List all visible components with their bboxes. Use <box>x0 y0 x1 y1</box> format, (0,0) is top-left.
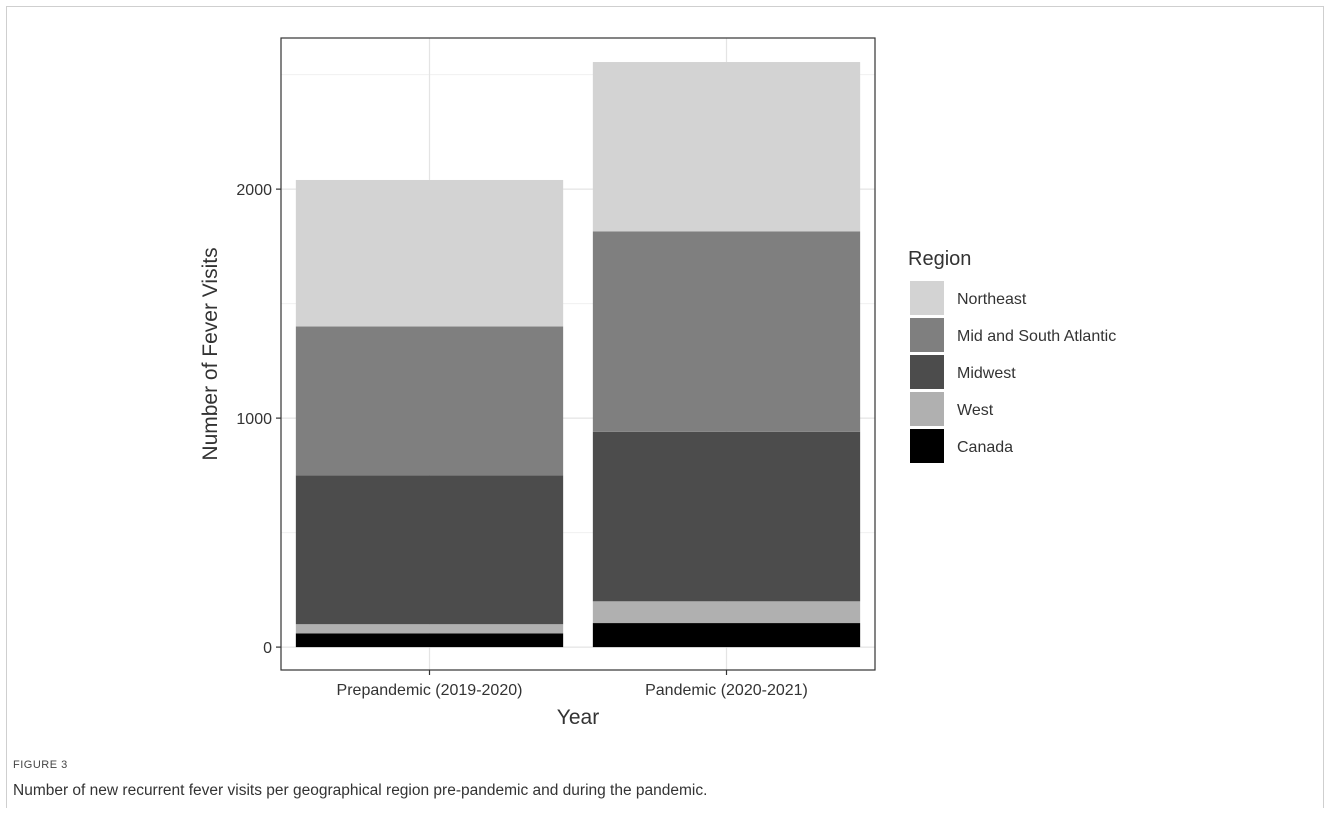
legend-label: Midwest <box>957 365 1016 382</box>
x-axis-title: Year <box>557 706 599 729</box>
bar-segment-mid-and-south-atlantic <box>592 231 861 432</box>
plot-panel <box>280 37 876 671</box>
y-tick-label: 2000 <box>236 182 272 199</box>
legend-key <box>910 355 944 389</box>
figure-label: FIGURE 3 <box>13 759 68 771</box>
bar-segment-northeast <box>592 62 861 232</box>
legend-key <box>910 318 944 352</box>
figure-frame <box>6 6 1324 808</box>
y-axis-title: Number of Fever Visits <box>199 247 222 460</box>
x-axis: Prepandemic (2019-2020) Pandemic (2020-20… <box>337 670 808 699</box>
figure-caption: Number of new recurrent fever visits per… <box>13 782 708 799</box>
bar-segment-west <box>295 624 564 634</box>
bar-segment-northeast <box>295 179 564 327</box>
legend-label: Canada <box>957 439 1013 456</box>
plot-border <box>280 37 876 671</box>
legend-key <box>910 392 944 426</box>
legend-label: Northeast <box>957 291 1027 308</box>
bar-segment-mid-and-south-atlantic <box>295 326 564 476</box>
legend-key <box>910 281 944 315</box>
y-axis: 0 1000 2000 <box>236 182 281 657</box>
bar-segment-midwest <box>592 431 861 602</box>
bar-segment-west <box>592 601 861 624</box>
bar-segment-midwest <box>295 475 564 625</box>
y-tick-label: 0 <box>263 640 272 657</box>
bar-segment-canada <box>295 633 564 648</box>
y-tick-label: 1000 <box>236 411 272 428</box>
legend: Region Northeast Mid and South Atlantic Mi… <box>908 248 1116 463</box>
bar-segment-canada <box>592 623 861 648</box>
x-tick-label: Prepandemic (2019-2020) <box>337 682 523 699</box>
legend-label: West <box>957 402 994 419</box>
legend-label: Mid and South Atlantic <box>957 328 1116 345</box>
legend-key <box>910 429 944 463</box>
legend-title: Region <box>908 248 971 270</box>
x-tick-label: Pandemic (2020-2021) <box>645 682 808 699</box>
bars <box>295 62 861 648</box>
stacked-bar-chart: 0 1000 2000 Prepandemic (2019-2020) Pandemi… <box>199 37 1116 729</box>
